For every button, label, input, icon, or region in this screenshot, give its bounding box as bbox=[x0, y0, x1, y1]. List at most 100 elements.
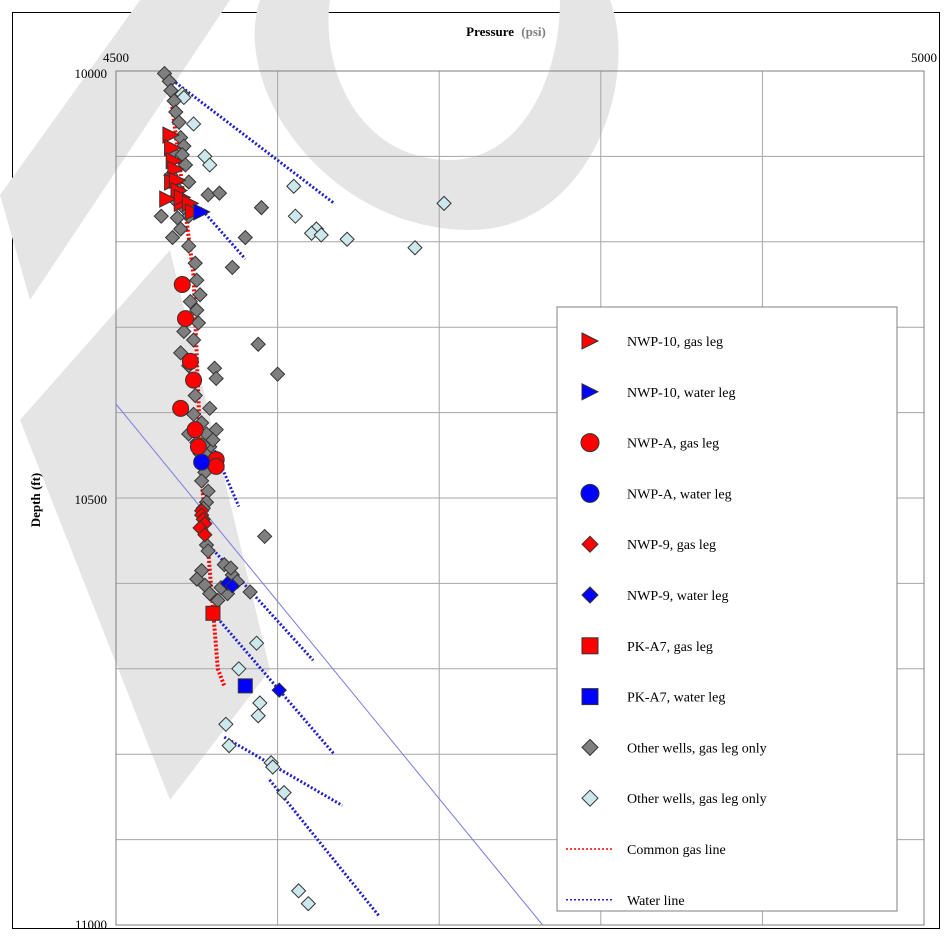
water-line-segment-5 bbox=[223, 735, 343, 807]
data-point-s8-74 bbox=[242, 584, 258, 600]
y-tick-label-top: 10000 bbox=[75, 66, 108, 81]
data-point-s9-12 bbox=[436, 195, 452, 212]
water-line-segment-6 bbox=[268, 778, 381, 918]
data-point-s2-5 bbox=[186, 421, 204, 439]
data-point-s9-21 bbox=[276, 784, 292, 801]
legend-swatch-8 bbox=[581, 738, 599, 757]
legend-label-10: Common gas line bbox=[627, 843, 726, 858]
data-point-s8-59 bbox=[211, 185, 228, 201]
data-point-s8-64 bbox=[202, 400, 218, 417]
water-line-segment-3 bbox=[203, 539, 315, 662]
plot-area-border bbox=[115, 70, 925, 926]
data-point-s2-2 bbox=[181, 352, 199, 370]
data-point-s2-6 bbox=[189, 438, 207, 456]
legend-label-1: NWP-10, water leg bbox=[627, 386, 735, 401]
data-point-s2-8 bbox=[207, 457, 225, 475]
data-point-s2-0 bbox=[173, 276, 191, 293]
data-point-s8-25 bbox=[182, 293, 199, 310]
reference-line bbox=[115, 403, 544, 926]
legend-swatch-4 bbox=[581, 535, 599, 553]
data-point-s8-29 bbox=[185, 332, 202, 348]
water-line-segment-1 bbox=[198, 206, 247, 260]
data-point-s8-23 bbox=[189, 272, 205, 288]
data-point-s8-60 bbox=[237, 229, 253, 246]
legend-label-7: PK-A7, water leg bbox=[627, 691, 725, 706]
water-line-segment-2 bbox=[211, 446, 241, 508]
chart-frame bbox=[12, 12, 940, 929]
data-point-s0-8 bbox=[159, 190, 177, 208]
data-point-s8-62 bbox=[250, 336, 266, 352]
water-line-segment-0 bbox=[165, 74, 336, 205]
data-point-s9-23 bbox=[300, 895, 317, 912]
data-point-s8-58 bbox=[200, 187, 216, 203]
x-tick-label-min: 4500 bbox=[103, 50, 129, 65]
data-point-s8-63 bbox=[256, 528, 273, 545]
data-point-s0-0 bbox=[162, 126, 181, 144]
x-axis-title-main: Pressure bbox=[466, 24, 514, 39]
legend-label-0: NWP-10, gas leg bbox=[627, 335, 723, 350]
data-point-s8-50 bbox=[202, 585, 218, 602]
data-point-s9-5 bbox=[286, 178, 302, 194]
data-point-s0-1 bbox=[164, 139, 182, 157]
data-point-s2-4 bbox=[172, 399, 190, 417]
data-point-s8-41 bbox=[193, 473, 210, 489]
data-point-s7-0 bbox=[237, 678, 253, 694]
data-point-s6-0 bbox=[205, 605, 221, 621]
legend-swatch-0 bbox=[581, 332, 600, 350]
legend-swatch-1 bbox=[581, 382, 600, 401]
data-point-s8-20 bbox=[164, 229, 181, 246]
legend-label-5: NWP-9, water leg bbox=[627, 589, 728, 604]
legend-swatch-3 bbox=[580, 483, 600, 503]
data-point-s9-8 bbox=[303, 225, 320, 241]
data-point-s9-18 bbox=[250, 708, 266, 724]
legend-swatch-7 bbox=[581, 688, 599, 706]
legend-swatch-2 bbox=[580, 433, 600, 453]
y-tick-label-bottom: 11000 bbox=[75, 917, 107, 932]
y-axis-title: Depth (ft) bbox=[28, 473, 43, 528]
data-markers bbox=[153, 65, 452, 912]
x-axis-title-unit: (psi) bbox=[521, 24, 546, 39]
data-point-s3-0 bbox=[193, 453, 211, 471]
data-point-s9-2 bbox=[185, 116, 202, 132]
legend: NWP-10, gas leg NWP-10, water leg NWP-A, g… bbox=[556, 306, 898, 912]
data-point-s9-11 bbox=[407, 240, 423, 256]
data-point-s5-1 bbox=[224, 578, 241, 594]
data-point-s5-2 bbox=[271, 682, 287, 698]
legend-label-3: NWP-A, water leg bbox=[627, 487, 732, 502]
legend-label-2: NWP-A, gas leg bbox=[627, 437, 719, 452]
data-point-s8-28 bbox=[176, 323, 192, 340]
data-point-s9-16 bbox=[221, 737, 237, 754]
data-point-s9-9 bbox=[313, 227, 329, 243]
data-point-s2-1 bbox=[176, 310, 194, 328]
data-point-s9-22 bbox=[290, 883, 307, 899]
legend-label-11: Water line bbox=[627, 894, 685, 909]
data-point-s9-13 bbox=[248, 635, 265, 651]
data-point-s9-17 bbox=[252, 695, 268, 711]
watermark-stroke-3 bbox=[254, 0, 619, 230]
x-axis-title: Pressure (psi) bbox=[466, 24, 546, 39]
data-point-s8-46 bbox=[200, 543, 216, 559]
axes: Pressure (psi) 4500 5000 10000 10500 110… bbox=[28, 24, 937, 932]
data-point-s9-6 bbox=[287, 208, 304, 224]
legend-box bbox=[556, 306, 898, 912]
data-point-s9-15 bbox=[218, 716, 234, 733]
data-point-s8-71 bbox=[208, 370, 224, 387]
legend-label-6: PK-A7, gas leg bbox=[627, 640, 713, 655]
data-point-s8-70 bbox=[205, 432, 221, 448]
watermark-stroke-1 bbox=[20, 250, 270, 800]
legend-swatch-6 bbox=[581, 637, 599, 655]
data-point-s8-73 bbox=[269, 366, 286, 382]
data-point-s9-14 bbox=[231, 661, 247, 677]
data-point-s9-10 bbox=[339, 231, 355, 247]
data-point-s8-33 bbox=[187, 387, 203, 404]
data-point-s8-21 bbox=[181, 238, 197, 254]
data-point-s9-20 bbox=[265, 759, 281, 775]
legend-swatch-5 bbox=[581, 586, 599, 604]
data-point-s1-0 bbox=[193, 203, 211, 221]
legend-label-4: NWP-9, gas leg bbox=[627, 538, 716, 553]
watermark bbox=[0, 0, 619, 800]
legend-label-8: Other wells, gas leg only bbox=[627, 741, 767, 756]
data-point-s8-72 bbox=[253, 199, 270, 216]
watermark-stroke-2 bbox=[0, 0, 230, 300]
